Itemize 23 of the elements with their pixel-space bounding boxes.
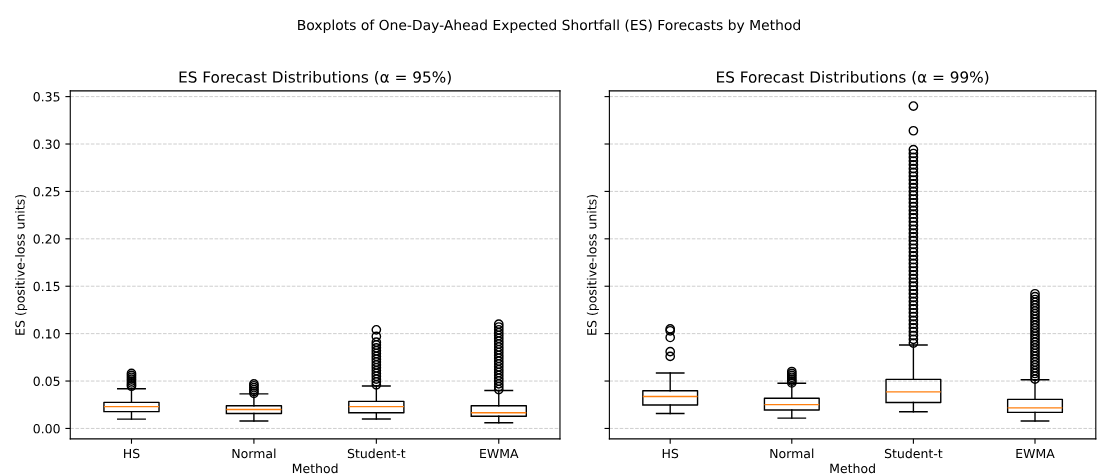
x-tick-label: Student-t	[347, 448, 406, 459]
y-tick-label: 0.00	[33, 423, 60, 434]
x-tick-label: Normal	[232, 448, 276, 459]
y-tick-label: 0.05	[33, 376, 60, 386]
y-tick-label: 0.30	[33, 139, 60, 149]
y-axis-title: ES (positive-loss units)	[586, 194, 599, 335]
x-axis-title: Method	[292, 463, 338, 474]
chart-title: ES Forecast Distributions (α = 99%)	[717, 70, 989, 85]
x-tick-label: HS	[662, 448, 679, 459]
y-tick-label: 0.10	[33, 329, 60, 339]
y-tick-label: 0.25	[33, 186, 60, 197]
x-tick-label: HS	[124, 448, 140, 459]
y-tick-label: 0.15	[33, 281, 60, 292]
y-axis-title: ES (positive-loss units)	[15, 194, 28, 335]
x-tick-label: EWMA	[1016, 448, 1055, 459]
x-tick-label: Normal	[770, 448, 814, 459]
x-tick-label: Student-t	[884, 448, 943, 459]
text: Boxplots of One-Day-Ahead Expected Shortfall (ES) Forecasts by Method	[298, 19, 800, 33]
chart-title: ES Forecast Distributions (α = 95%)	[179, 70, 451, 85]
y-tick-label: 0.20	[33, 234, 60, 244]
x-tick-label: EWMA	[480, 448, 519, 459]
x-axis-title: Method	[830, 463, 875, 474]
y-tick-label: 0.35	[33, 92, 60, 102]
